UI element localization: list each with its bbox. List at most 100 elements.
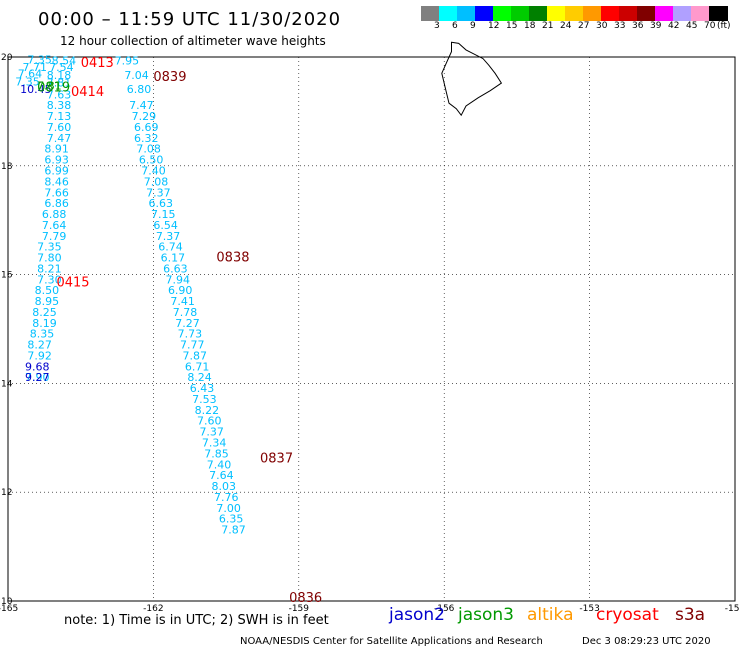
swh-value-label: 7.40 <box>141 165 166 178</box>
colorbar-swatch <box>583 6 602 21</box>
colorbar-swatch <box>493 6 512 21</box>
colorbar-swatch <box>655 6 674 21</box>
swh-value-label: 6.69 <box>134 121 159 134</box>
swh-value-label: 8.22 <box>195 404 220 417</box>
swh-value-label: 6.88 <box>42 208 67 221</box>
swh-value-label: 6.50 <box>139 154 164 167</box>
pass-time-label: 0414 <box>71 85 104 100</box>
lat-tick-label: 14 <box>1 379 13 389</box>
swh-value-label: 8.18 <box>47 69 71 82</box>
swh-value-label: 7.78 <box>173 306 198 319</box>
map-subtitle: 12 hour collection of altimeter wave hei… <box>60 34 326 48</box>
swh-value-label: 8.03 <box>212 480 237 493</box>
colorbar-swatch <box>529 6 548 21</box>
map-frame <box>7 56 736 602</box>
lon-tick-label: -153 <box>579 604 599 614</box>
colorbar-tick-label: 6 <box>452 21 458 31</box>
swh-value-label: 6.74 <box>158 241 183 254</box>
pass-time-label: 0837 <box>260 451 293 466</box>
swh-value-label: 6.86 <box>44 197 69 210</box>
swh-value-label: 6.63 <box>149 197 174 210</box>
swh-value-label: 9.68 <box>25 360 50 373</box>
colorbar-tick-label: 9 <box>470 21 476 31</box>
swh-value-label: 6.35 <box>219 513 244 526</box>
lon-tick-label: -162 <box>143 604 163 614</box>
swh-value-label: 7.40 <box>207 458 232 471</box>
mission-legend-altika: altika <box>527 605 574 625</box>
colorbar-tick-label: 45 <box>686 21 698 31</box>
swh-value-label: 8.54 <box>52 55 76 68</box>
colorbar-tick-label: 24 <box>560 21 572 31</box>
swh-value-label: 8.35 <box>30 328 54 341</box>
lat-tick-label: 20 <box>1 53 13 63</box>
colorbar-swatch <box>421 6 440 21</box>
colorbar-swatch <box>457 6 476 21</box>
colorbar-swatch <box>637 6 656 21</box>
map-title: 00:00 – 11:59 UTC 11/30/2020 <box>38 9 342 30</box>
colorbar-tick-label: 12 <box>488 21 500 31</box>
swh-value-label: 7.87 <box>221 524 246 537</box>
big-island-coastline <box>441 41 503 117</box>
colorbar-swatch <box>475 6 494 21</box>
swh-value-label: 7.73 <box>178 328 203 341</box>
pass-time-label: 0415 <box>56 276 89 291</box>
swh-value-label: 7.53 <box>192 393 217 406</box>
swh-value-label: 7.15 <box>151 208 176 221</box>
swh-value-label: 7.04 <box>124 69 149 82</box>
swh-value-label: 8.25 <box>32 306 57 319</box>
lat-tick-label: 18 <box>1 162 13 172</box>
colorbar-ticks: 3 6 9 12 15 18 21 24 27 30 33 36 39 42 45 70 (ft) <box>421 22 740 34</box>
swh-value-label: 7.27 <box>175 317 200 330</box>
lon-tick-label: -150 <box>725 604 740 614</box>
colorbar-unit-label: (ft) <box>717 21 731 31</box>
colorbar-swatch <box>619 6 638 21</box>
colorbar-swatch <box>691 6 710 21</box>
swh-value-label: 6.63 <box>163 262 188 275</box>
swh-value-label: 8.95 <box>35 295 60 308</box>
mission-legend-jason3: jason3 <box>458 605 514 625</box>
mission-legend-s3a: s3a <box>675 605 706 625</box>
colorbar-tick-label: 36 <box>632 21 644 31</box>
swh-value-label: 8.24 <box>187 371 212 384</box>
colorbar-swatch <box>601 6 620 21</box>
swh-value-label: 7.64 <box>18 68 43 81</box>
swh-value-label: 7.66 <box>44 186 69 199</box>
swh-value-label: 7.71 <box>23 61 48 74</box>
swh-value-label: 7.63 <box>47 88 71 101</box>
swh-value-label: 7.08 <box>136 143 161 156</box>
swh-value-label: 7.00 <box>216 502 241 515</box>
pass-time-label: 0819 <box>37 80 70 95</box>
colorbar-tick-label: 30 <box>596 21 608 31</box>
swh-value-label: 6.43 <box>190 382 215 395</box>
swh-value-label: 7.92 <box>27 349 51 362</box>
pass-time-label: 0413 <box>81 56 114 71</box>
swh-value-label: 7.64 <box>209 469 234 482</box>
swh-value-label: 8.27 <box>27 339 51 352</box>
lon-tick-label: -165 <box>0 604 18 614</box>
swh-value-label: 6.17 <box>161 252 186 265</box>
swh-value-label: 6.93 <box>44 154 69 167</box>
swh-value-label: 8.46 <box>44 175 69 188</box>
mission-legend: jason2 jason3 altika cryosat s3a <box>389 607 739 629</box>
colorbar-tick-label: 39 <box>650 21 662 31</box>
swh-value-label: 7.37 <box>199 426 224 439</box>
swh-value-label: 7.76 <box>214 491 239 504</box>
swh-value-label: 7.35 <box>37 241 62 254</box>
swh-value-label: 10.45 <box>20 83 52 96</box>
swh-value-label: 6.90 <box>168 284 193 297</box>
colorbar-swatch <box>673 6 692 21</box>
mission-legend-cryosat: cryosat <box>596 605 659 625</box>
swh-value-label: 8.38 <box>47 99 71 112</box>
swh-value-label: 7.64 <box>42 219 67 232</box>
swh-value-label: 6.54 <box>153 219 178 232</box>
swh-value-label: 7.77 <box>180 339 205 352</box>
swh-value-label: 7.94 <box>166 273 191 286</box>
swh-value-label: 8.19 <box>32 317 57 330</box>
colorbar-tick-label: 15 <box>506 21 518 31</box>
lat-tick-label: 12 <box>1 488 12 498</box>
swh-value-label: 7.85 <box>204 447 229 460</box>
swh-value-label: 7.90 <box>25 371 50 384</box>
colorbar-swatch <box>547 6 566 21</box>
colorbar-swatch <box>439 6 458 21</box>
